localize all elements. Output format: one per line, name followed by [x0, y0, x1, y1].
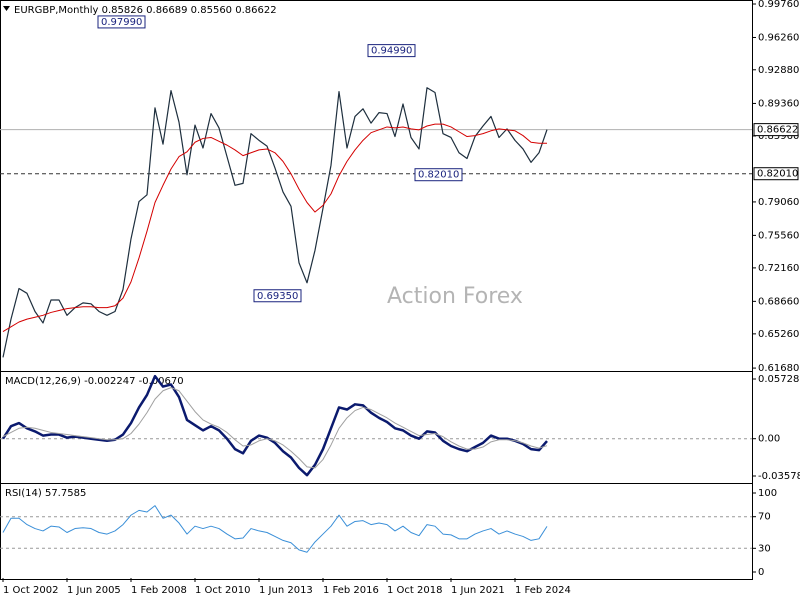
y-tick-label: 0.68660 [758, 296, 799, 307]
y-tick-label: 0.92880 [758, 65, 799, 76]
x-tick-label: 1 Feb 2016 [323, 585, 379, 596]
y-tick-label: -0.035783 [758, 471, 800, 482]
series-line [2, 387, 548, 469]
y-tick-label: 100 [758, 488, 777, 499]
price-label-box [753, 167, 799, 181]
annotation-box [367, 44, 416, 58]
y-tick-label: 30 [758, 543, 771, 554]
series-line [2, 505, 548, 553]
annotation-label: 0.69350 [257, 291, 298, 302]
price-label: 0.82010 [757, 169, 798, 180]
y-tick-label: 0.65260 [758, 329, 799, 340]
x-tick-label: 1 Feb 2008 [131, 585, 187, 596]
annotation-box [414, 168, 463, 182]
annotation-label: 0.97990 [101, 17, 142, 28]
x-tick-label: 1 Jun 2005 [67, 585, 121, 596]
y-tick-label: 0.05728 [758, 374, 799, 385]
x-tick-label: 1 Feb 2024 [515, 585, 571, 596]
price-label-box [753, 123, 799, 137]
x-tick-label: 1 Oct 2018 [387, 585, 442, 596]
series-line [1, 374, 548, 477]
annotation-box [253, 289, 302, 303]
watermark: Action Forex [387, 284, 523, 309]
price-label: 0.86622 [757, 125, 798, 136]
annotation-box [97, 15, 146, 29]
x-tick-label: 1 Oct 2002 [3, 585, 58, 596]
series-line [2, 87, 548, 358]
annotation-label: 0.94990 [371, 46, 412, 57]
y-tick-label: 70 [758, 512, 771, 523]
chart-frame [0, 0, 753, 580]
y-tick-label: 0 [758, 567, 764, 578]
y-tick-label: 0.72160 [758, 263, 799, 274]
panel-title: EURGBP,Monthly 0.85826 0.86689 0.85560 0… [14, 5, 277, 16]
x-tick-label: 1 Jun 2021 [451, 585, 505, 596]
x-tick-label: 1 Oct 2010 [195, 585, 250, 596]
panel-title: MACD(12,26,9) -0.002247 -0.00670 [5, 376, 184, 387]
y-tick-label: 0.00 [758, 434, 780, 445]
series-line [2, 123, 547, 332]
panel-title: RSI(14) 57.7585 [5, 488, 86, 499]
y-tick-label: 0.75560 [758, 230, 799, 241]
menu-arrow[interactable] [3, 6, 10, 11]
annotation-label: 0.82010 [418, 170, 459, 181]
y-tick-label: 0.99760 [758, 0, 799, 10]
y-tick-label: 0.89360 [758, 98, 799, 109]
x-tick-label: 1 Jun 2013 [259, 585, 313, 596]
y-tick-label: 0.79060 [758, 197, 799, 208]
y-tick-label: 0.85960 [758, 131, 799, 142]
y-tick-label: 0.61680 [758, 363, 799, 374]
y-tick-label: 0.96260 [758, 32, 799, 43]
